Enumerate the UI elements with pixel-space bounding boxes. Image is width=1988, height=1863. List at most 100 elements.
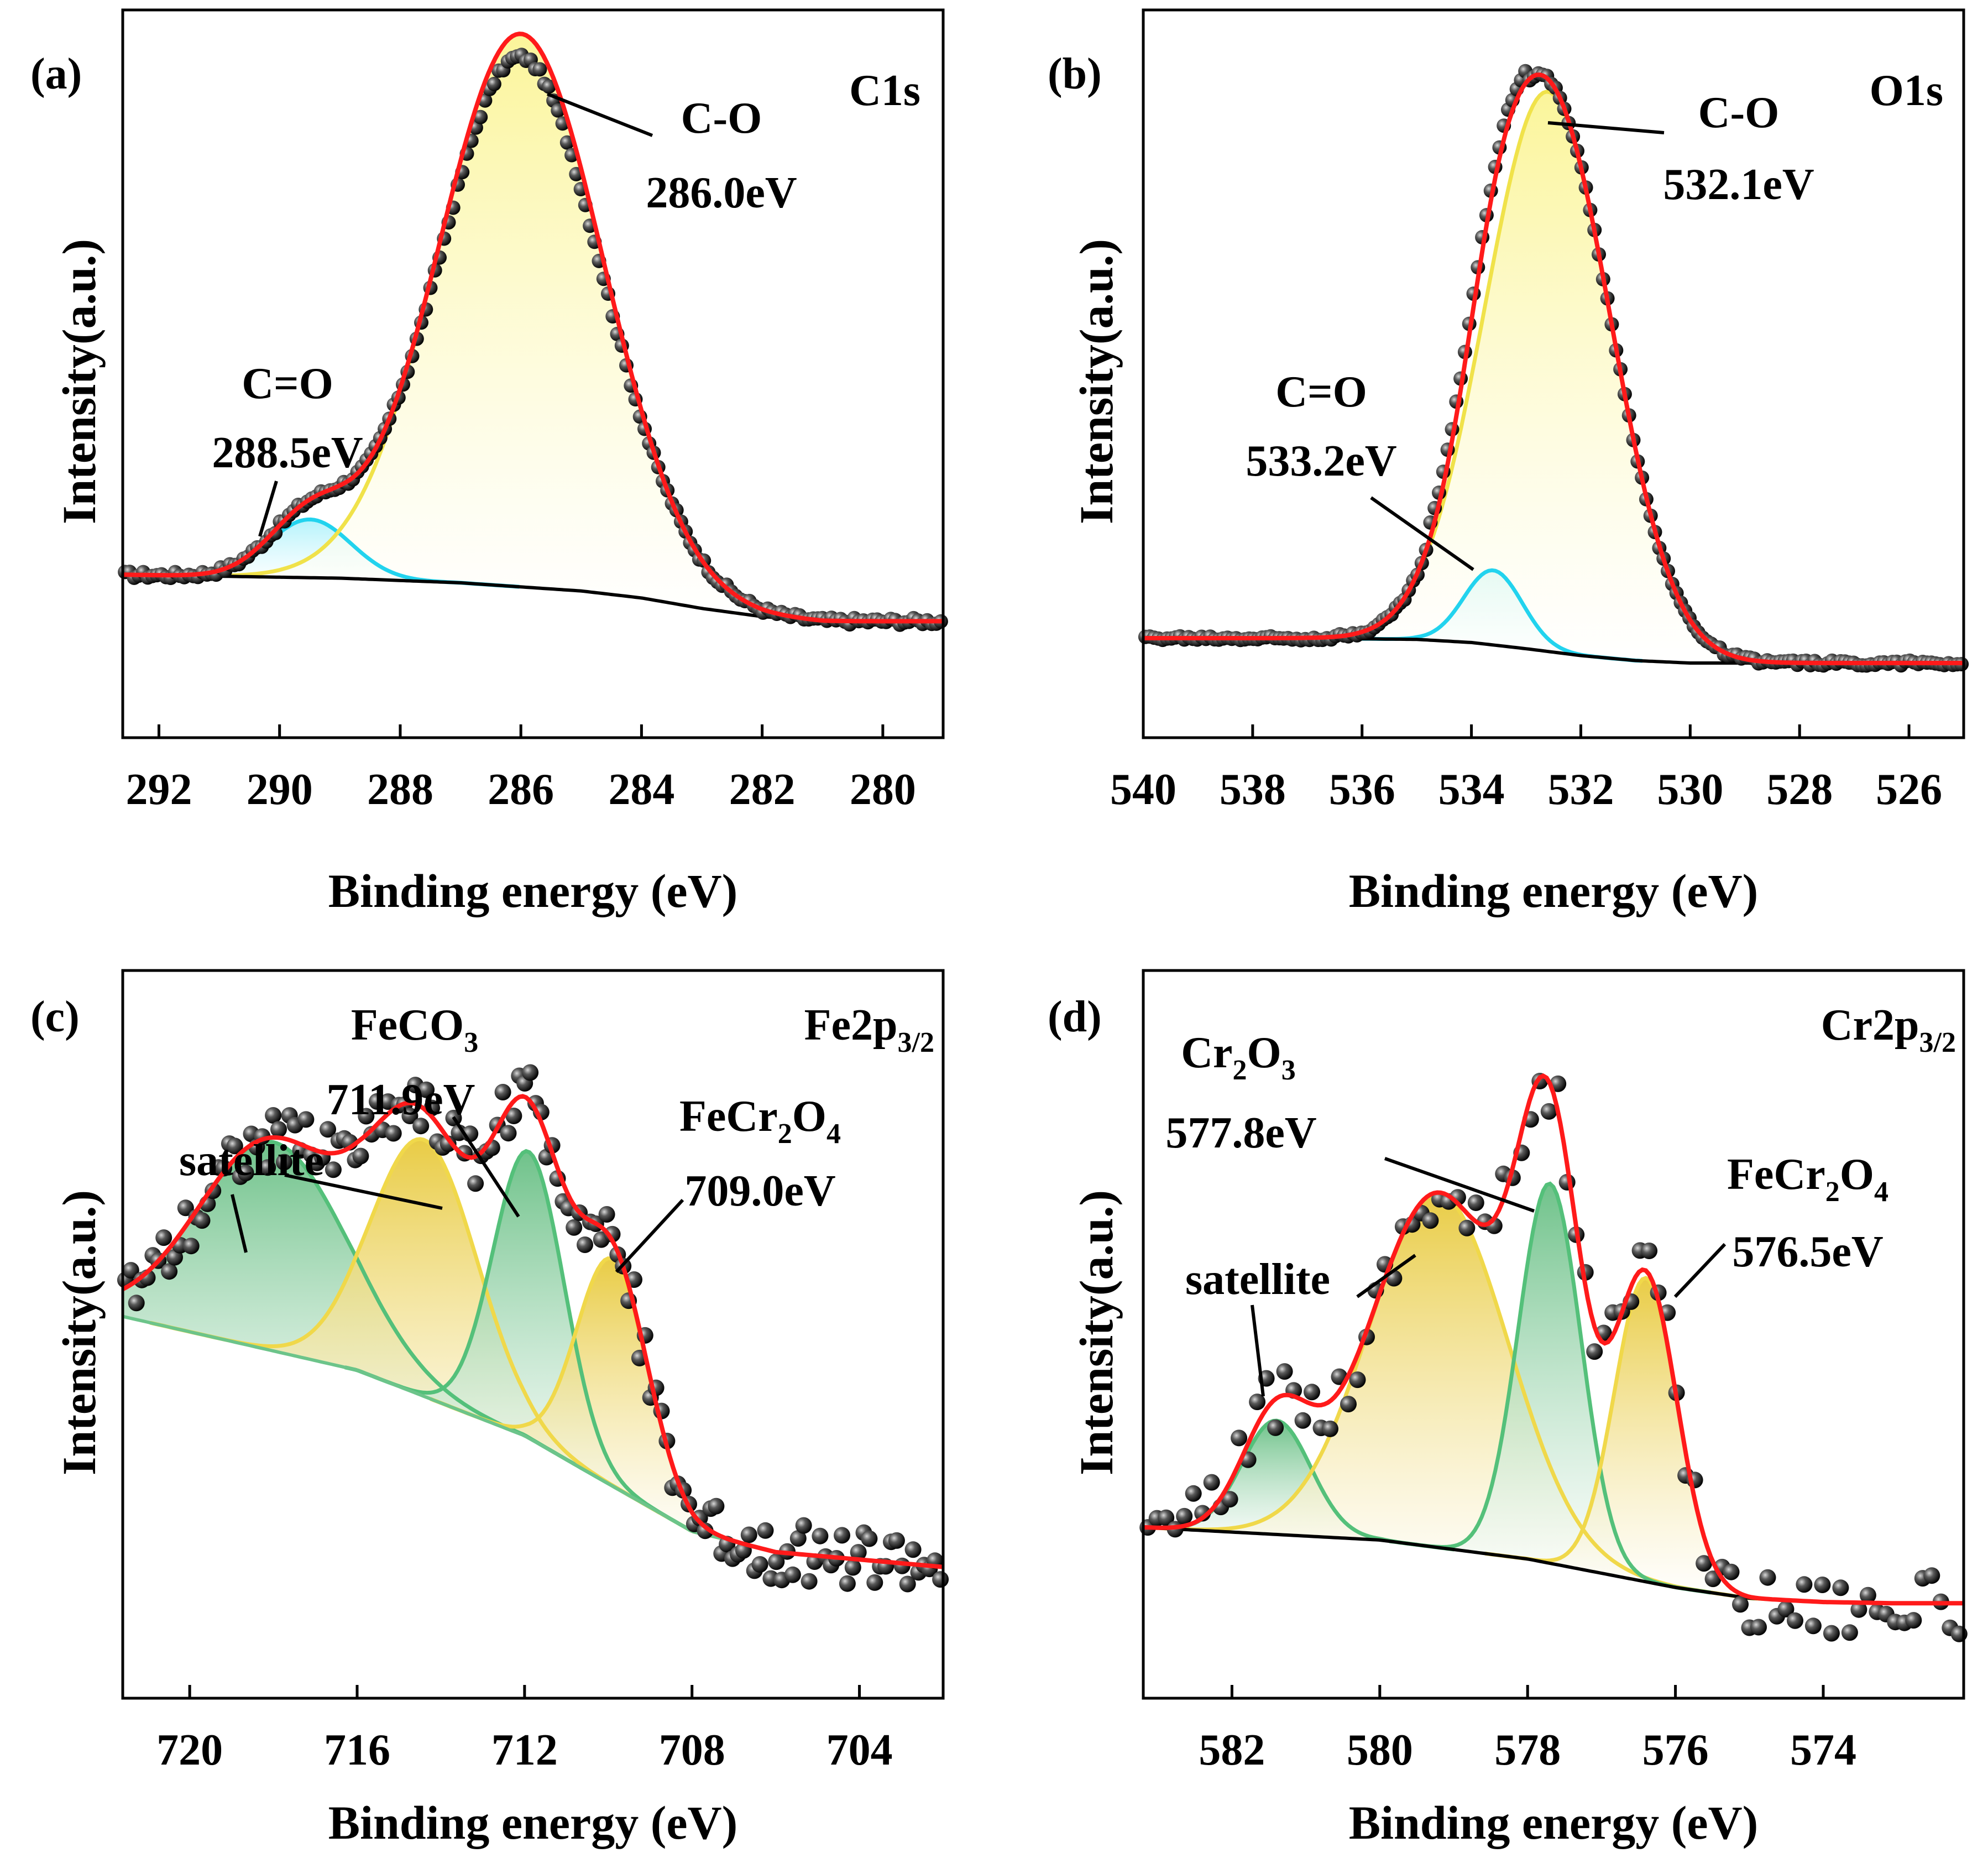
- data-point: [708, 1497, 725, 1515]
- data-point: [494, 1084, 511, 1100]
- data-point: [320, 1121, 336, 1138]
- data-point: [801, 1573, 818, 1590]
- y-axis-title-b: Intensity(a.u.): [1070, 239, 1123, 524]
- x-tick-label: 574: [1790, 1726, 1856, 1775]
- annotation-arrow-satellite-c: [284, 1173, 443, 1210]
- element-label-b: O1s: [1870, 66, 1943, 115]
- annotation-satellite-label-d: satellite: [1185, 1255, 1330, 1304]
- annotation-cdo-label-a: C=O: [242, 359, 333, 408]
- cr2o3-a: Cr: [1181, 1029, 1232, 1077]
- data-point: [1340, 1396, 1357, 1413]
- component-fill-fecr2o4: [1485, 1278, 1807, 1601]
- plot-area-b: [1138, 64, 1969, 673]
- data-point: [486, 76, 501, 91]
- envelope-fit-line: [1143, 72, 1964, 665]
- data-point: [1586, 1343, 1603, 1360]
- element-label-c-main: Fe2p: [804, 1001, 898, 1050]
- data-point: [505, 1108, 522, 1124]
- data-point: [418, 1081, 435, 1098]
- data-point: [1176, 1507, 1193, 1525]
- data-point: [604, 1225, 621, 1243]
- x-tick-label: 284: [608, 765, 674, 814]
- x-tick-label: 282: [729, 765, 796, 814]
- data-point: [1322, 1420, 1338, 1437]
- data-point: [1787, 1612, 1803, 1629]
- annotation-cdo-energy-a: 288.5eV: [212, 429, 363, 477]
- data-point: [566, 1219, 583, 1236]
- data-point: [297, 1111, 315, 1128]
- data-point: [1723, 1563, 1740, 1580]
- plot-frame-b: [1142, 8, 1965, 739]
- component-fill-satellite: [1143, 1421, 1455, 1550]
- x-tick-label: 720: [156, 1726, 223, 1775]
- data-point: [559, 135, 574, 150]
- panel-label-b: (b): [1048, 50, 1102, 98]
- element-label-a: C1s: [849, 66, 920, 115]
- annotation-cdo-energy-b: 533.2eV: [1246, 437, 1396, 486]
- fecr2o4-c-a: FeCr: [679, 1092, 778, 1141]
- plot-area-d: [1139, 1073, 1968, 1642]
- data-point: [904, 1541, 922, 1558]
- annotation-cdo-label-b: C=O: [1275, 368, 1367, 416]
- data-point: [812, 1527, 829, 1544]
- panel-a-c1s: 292 290 288 286 284 282 280 (a) C1s C-O 286.0e…: [30, 8, 948, 917]
- data-point: [1823, 1625, 1840, 1642]
- data-point: [899, 1575, 916, 1593]
- annotation-fecr2o4-label-d: FeCr2O4: [1727, 1150, 1888, 1208]
- x-tick-label: 708: [659, 1726, 725, 1775]
- data-point: [259, 1159, 276, 1176]
- x-tick-label: 704: [826, 1726, 893, 1775]
- plot-frame-c: [121, 969, 945, 1700]
- x-tick-label: 534: [1438, 765, 1505, 814]
- data-point: [440, 1135, 457, 1152]
- component-fill-feco3: [344, 1151, 711, 1536]
- data-point: [751, 1556, 768, 1573]
- fecr2o4-d-d: 4: [1874, 1176, 1888, 1208]
- fecr2o4-c-d: 4: [826, 1118, 841, 1150]
- data-point: [1540, 1103, 1557, 1120]
- data-point: [352, 1147, 369, 1165]
- data-point: [1231, 1429, 1248, 1447]
- x-tick-label: 582: [1199, 1726, 1265, 1775]
- x-tick-label: 530: [1657, 765, 1723, 814]
- data-point: [275, 1154, 292, 1171]
- cr2o3-c: O: [1247, 1029, 1281, 1077]
- x-tick-label: 576: [1642, 1726, 1709, 1775]
- data-point: [839, 1575, 856, 1592]
- envelope-fit-line: [122, 32, 943, 624]
- element-label-c: Fe2p3/2: [804, 1001, 934, 1058]
- data-point: [795, 1517, 812, 1534]
- y-axis-title-c: Intensity(a.u.): [53, 1190, 106, 1475]
- data-point: [541, 79, 556, 94]
- data-point: [768, 1553, 785, 1570]
- data-point: [1467, 1194, 1484, 1211]
- cr2o3-b: 2: [1233, 1055, 1247, 1086]
- component-fill-cr2o3: [1389, 1183, 1711, 1593]
- fecr2o4-d-c: O: [1840, 1150, 1874, 1199]
- data-point: [122, 1262, 139, 1279]
- x-tick-label: 528: [1766, 765, 1833, 814]
- data-point: [226, 1137, 243, 1155]
- component-fill-cr2o3-b: [1143, 1193, 1796, 1601]
- annotation-arrow-fecr2o4-c: [615, 1198, 684, 1274]
- element-label-c-sub: 3/2: [898, 1027, 934, 1058]
- data-point: [1249, 1394, 1266, 1411]
- data-point: [1349, 1371, 1366, 1389]
- element-label-d-sub: 3/2: [1919, 1027, 1956, 1058]
- y-axis-title-d: Intensity(a.u.): [1070, 1190, 1123, 1475]
- x-tick-label: 526: [1876, 765, 1942, 814]
- data-point: [237, 1165, 254, 1182]
- cr2o3-d: 3: [1281, 1055, 1296, 1086]
- annotation-co-label-a: C-O: [681, 94, 762, 143]
- panel-label-d: (d): [1048, 993, 1102, 1041]
- fecr2o4-c-b: 2: [778, 1118, 792, 1150]
- data-point: [598, 1206, 615, 1223]
- x-tick-label: 288: [367, 765, 433, 814]
- x-tick-label: 536: [1329, 765, 1395, 814]
- data-point: [1732, 1596, 1749, 1613]
- data-point: [1804, 1617, 1822, 1635]
- x-axis-ticks-a: 292 290 288 286 284 282 280: [125, 724, 916, 814]
- x-tick-label: 292: [125, 765, 192, 814]
- data-point: [1422, 1212, 1439, 1229]
